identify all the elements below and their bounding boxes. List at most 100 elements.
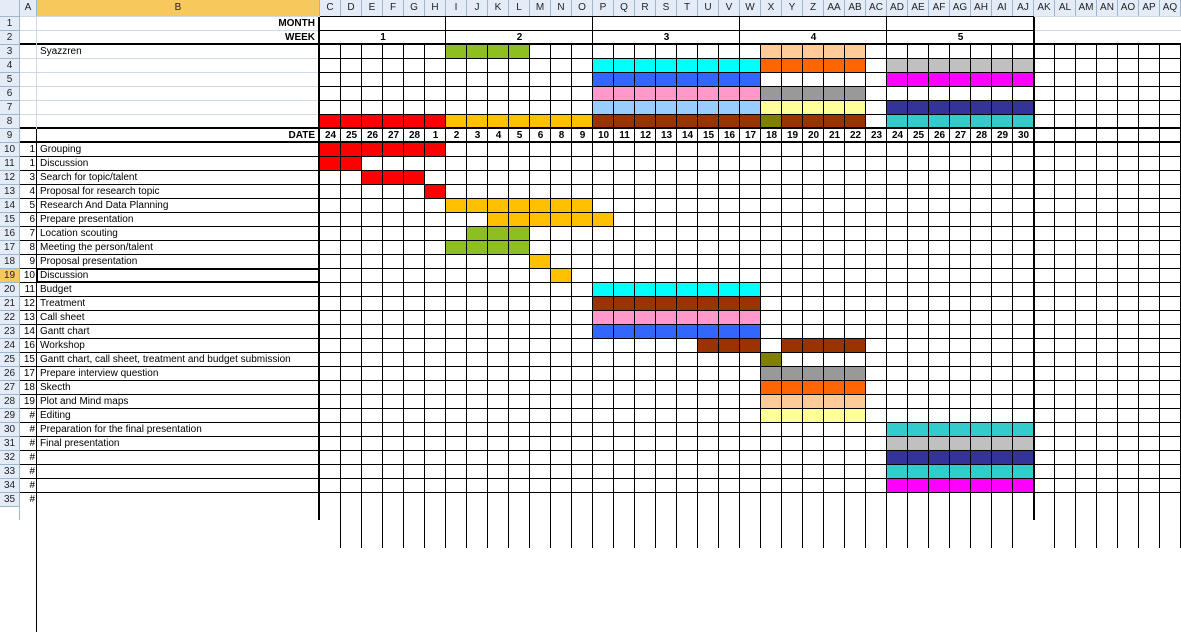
task-number[interactable]: # xyxy=(29,424,35,435)
date-cell[interactable]: 27 xyxy=(954,130,967,141)
row-header-1[interactable]: 1 xyxy=(0,17,20,31)
date-cell[interactable]: 17 xyxy=(744,130,757,141)
column-header-e[interactable]: E xyxy=(362,0,383,17)
gantt-bar[interactable] xyxy=(320,115,446,129)
column-header-ae[interactable]: AE xyxy=(908,0,929,17)
gantt-bar[interactable] xyxy=(593,311,761,325)
task-number[interactable]: 6 xyxy=(29,214,35,225)
date-cell[interactable]: 25 xyxy=(912,130,925,141)
task-number[interactable]: 8 xyxy=(29,242,35,253)
task-number[interactable]: 10 xyxy=(23,270,35,281)
gantt-bar[interactable] xyxy=(488,213,614,227)
gantt-bar[interactable] xyxy=(887,465,1034,479)
row-header-22[interactable]: 22 xyxy=(0,311,20,325)
column-header-h[interactable]: H xyxy=(425,0,446,17)
column-header-x[interactable]: X xyxy=(761,0,782,17)
date-cell[interactable]: 23 xyxy=(870,130,883,141)
task-number[interactable]: 5 xyxy=(29,200,35,211)
task-name[interactable]: Gantt chart, call sheet, treatment and b… xyxy=(40,354,291,365)
task-number[interactable]: 12 xyxy=(23,298,35,309)
gantt-bar[interactable] xyxy=(698,339,761,353)
date-cell[interactable]: 15 xyxy=(702,130,715,141)
date-cell[interactable]: 18 xyxy=(765,130,778,141)
row-header-11[interactable]: 11 xyxy=(0,157,20,171)
column-header-k[interactable]: K xyxy=(488,0,509,17)
date-cell[interactable]: 2 xyxy=(453,130,460,141)
column-header-w[interactable]: W xyxy=(740,0,761,17)
gantt-bar[interactable] xyxy=(887,423,1034,437)
date-cell[interactable]: 3 xyxy=(474,130,481,141)
gantt-bar[interactable] xyxy=(320,143,446,157)
gantt-bar[interactable] xyxy=(887,101,1034,115)
row-header-15[interactable]: 15 xyxy=(0,213,20,227)
row-header-8[interactable]: 8 xyxy=(0,115,20,129)
task-name[interactable]: Gantt chart xyxy=(40,326,90,337)
gantt-bar[interactable] xyxy=(761,101,866,115)
column-header-q[interactable]: Q xyxy=(614,0,635,17)
task-name[interactable]: Editing xyxy=(40,410,71,421)
date-cell[interactable]: 8 xyxy=(558,130,565,141)
gantt-bar[interactable] xyxy=(446,199,593,213)
row-header-23[interactable]: 23 xyxy=(0,325,20,339)
task-number[interactable]: 4 xyxy=(29,186,35,197)
column-header-aq[interactable]: AQ xyxy=(1160,0,1181,17)
task-name[interactable]: Prepare interview question xyxy=(40,368,159,379)
task-number[interactable]: 1 xyxy=(29,144,35,155)
gantt-bar[interactable] xyxy=(425,185,446,199)
gantt-bar[interactable] xyxy=(887,451,1034,465)
gantt-bar[interactable] xyxy=(887,73,1034,87)
task-number[interactable]: 19 xyxy=(23,396,35,407)
task-number[interactable]: 11 xyxy=(24,284,35,295)
column-header-ap[interactable]: AP xyxy=(1139,0,1160,17)
task-name[interactable]: Meeting the person/talent xyxy=(40,242,153,253)
row-header-4[interactable]: 4 xyxy=(0,59,20,73)
task-name[interactable]: Proposal for research topic xyxy=(40,186,160,197)
task-number[interactable]: 13 xyxy=(23,312,35,323)
task-number[interactable]: 18 xyxy=(23,382,35,393)
date-cell[interactable]: 13 xyxy=(660,130,673,141)
task-number[interactable]: # xyxy=(29,452,35,463)
gantt-bar[interactable] xyxy=(761,353,782,367)
gantt-bar[interactable] xyxy=(593,325,761,339)
gantt-bar[interactable] xyxy=(761,409,866,423)
task-number[interactable]: 3 xyxy=(29,172,35,183)
task-name[interactable]: Treatment xyxy=(40,298,86,309)
column-header-ab[interactable]: AB xyxy=(845,0,866,17)
column-header-g[interactable]: G xyxy=(404,0,425,17)
date-cell[interactable]: 19 xyxy=(786,130,799,141)
row-header-12[interactable]: 12 xyxy=(0,171,20,185)
row-header-20[interactable]: 20 xyxy=(0,283,20,297)
gantt-bar[interactable] xyxy=(761,115,782,129)
column-header-an[interactable]: AN xyxy=(1097,0,1118,17)
task-number[interactable]: 7 xyxy=(29,228,35,239)
row-header-27[interactable]: 27 xyxy=(0,381,20,395)
column-header-r[interactable]: R xyxy=(635,0,656,17)
week-number[interactable]: 2 xyxy=(516,32,523,43)
task-name[interactable]: Grouping xyxy=(40,144,82,155)
date-cell[interactable]: 26 xyxy=(366,130,379,141)
column-header-a[interactable]: A xyxy=(20,0,37,17)
date-cell[interactable]: 22 xyxy=(849,130,862,141)
column-header-ad[interactable]: AD xyxy=(887,0,908,17)
task-name[interactable]: Research And Data Planning xyxy=(40,200,169,211)
task-name[interactable]: Discussion xyxy=(40,270,89,281)
row-header-25[interactable]: 25 xyxy=(0,353,20,367)
task-number[interactable]: 14 xyxy=(23,326,35,337)
gantt-bar[interactable] xyxy=(782,339,866,353)
date-cell[interactable]: 27 xyxy=(387,130,400,141)
week-number[interactable]: 1 xyxy=(380,32,386,43)
column-header-i[interactable]: I xyxy=(446,0,467,17)
row-header-24[interactable]: 24 xyxy=(0,339,20,353)
row-header-3[interactable]: 3 xyxy=(0,45,20,59)
gantt-bar[interactable] xyxy=(887,59,1034,73)
column-header-af[interactable]: AF xyxy=(929,0,950,17)
date-cell[interactable]: 20 xyxy=(807,130,820,141)
task-name[interactable]: Budget xyxy=(40,284,72,295)
gantt-bar[interactable] xyxy=(593,297,761,311)
column-header-ao[interactable]: AO xyxy=(1118,0,1139,17)
task-number[interactable]: 16 xyxy=(23,340,35,351)
row-header-18[interactable]: 18 xyxy=(0,255,20,269)
gantt-bar[interactable] xyxy=(593,73,761,87)
task-name[interactable]: Discussion xyxy=(40,158,89,169)
task-number[interactable]: # xyxy=(29,438,35,449)
